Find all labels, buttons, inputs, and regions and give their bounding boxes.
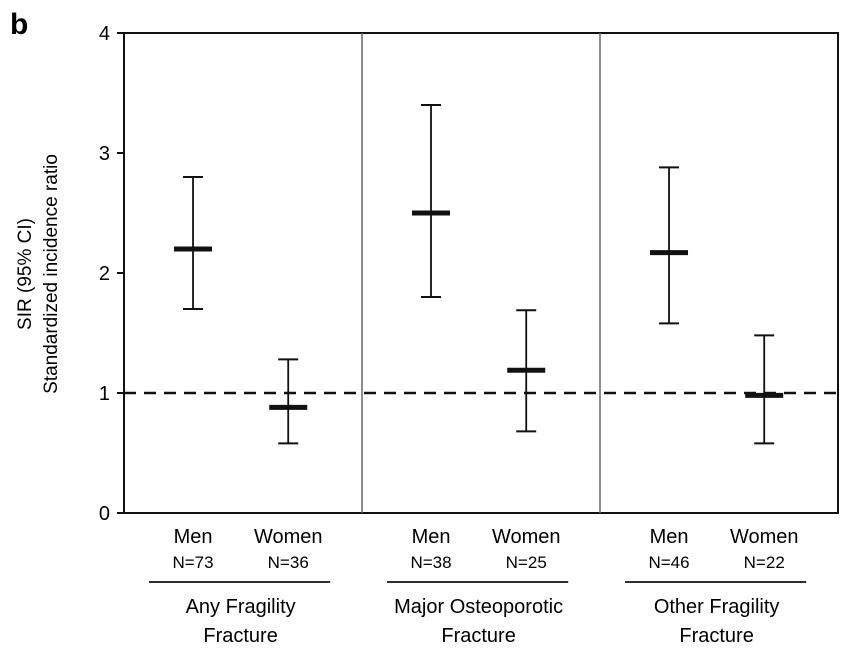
sample-size-label: N=46 [648, 553, 689, 572]
sample-size-label: N=22 [744, 553, 785, 572]
sample-size-label: N=38 [410, 553, 451, 572]
y-tick-label: 0 [99, 503, 110, 525]
y-axis-label-line1: SIR (95% CI) [15, 218, 36, 330]
category-label: Men [174, 526, 213, 548]
y-axis-label-line2: Standardized incidence ratio [41, 154, 62, 394]
category-label: Women [730, 526, 799, 548]
group-label-line2: Fracture [679, 625, 753, 647]
category-label: Men [650, 526, 689, 548]
y-tick-label: 3 [99, 143, 110, 165]
group-label-line1: Any Fragility [186, 596, 296, 618]
group-label-line2: Fracture [441, 625, 515, 647]
y-axis-label: SIR (95% CI) Standardized incidence rati… [15, 154, 62, 394]
panel-letter: b [10, 8, 28, 41]
category-label: Men [412, 526, 451, 548]
sample-size-label: N=73 [172, 553, 213, 572]
sample-size-label: N=25 [506, 553, 547, 572]
plot-frame [124, 33, 838, 513]
y-tick-label: 4 [99, 23, 110, 45]
group-label-line1: Major Osteoporotic [394, 596, 563, 618]
y-tick-label: 1 [99, 383, 110, 405]
sample-size-label: N=36 [268, 553, 309, 572]
y-tick-label: 2 [99, 263, 110, 285]
group-label-line1: Other Fragility [654, 596, 780, 618]
plot-area: 0 1 2 3 4 Men N=73 Women N=36 Any Fragility Fractu… [99, 23, 838, 647]
group-label-line2: Fracture [203, 625, 277, 647]
category-label: Women [254, 526, 323, 548]
category-label: Women [492, 526, 561, 548]
